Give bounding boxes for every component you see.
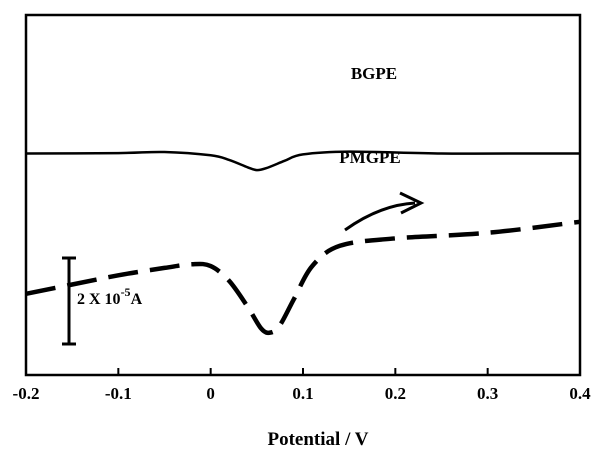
x-tick-label: 0.4 xyxy=(569,384,591,403)
scan-direction-arrowhead xyxy=(399,191,425,215)
x-axis-ticks xyxy=(25,368,581,375)
series-layer xyxy=(25,150,581,336)
series-line-bgpe xyxy=(25,150,580,172)
x-tick-label: 0.2 xyxy=(385,384,406,403)
series-line-pmgpe xyxy=(25,219,581,336)
series-label-bgpe: BGPE xyxy=(351,64,397,83)
x-tick-label: 0.1 xyxy=(292,384,313,403)
x-tick-label: -0.2 xyxy=(13,384,40,403)
series-label-pmgpe: PMGPE xyxy=(339,148,400,167)
current-scale-bar: 2 X 10-5A xyxy=(62,256,143,346)
x-tick-label: 0.3 xyxy=(477,384,498,403)
scale-bar-exponent: -5 xyxy=(121,285,131,299)
scale-bar-label: 2 X 10-5A xyxy=(77,285,143,308)
x-axis-tick-labels: -0.2 -0.1 0 0.1 0.2 0.3 0.4 xyxy=(13,384,592,403)
x-tick-label: 0 xyxy=(206,384,215,403)
scale-bar-value: 2 X 10 xyxy=(77,291,121,308)
x-tick-label: -0.1 xyxy=(105,384,132,403)
x-axis-title: Potential / V xyxy=(268,429,369,450)
plot-frame xyxy=(24,13,582,377)
scan-direction-arrow xyxy=(344,201,416,232)
scale-bar-unit: A xyxy=(131,291,143,308)
